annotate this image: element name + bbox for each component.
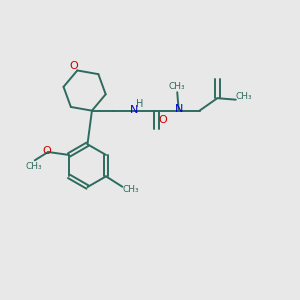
Text: CH₃: CH₃ xyxy=(122,185,139,194)
Text: O: O xyxy=(42,146,51,156)
Text: CH₃: CH₃ xyxy=(169,82,185,91)
Text: O: O xyxy=(69,61,78,71)
Text: CH₃: CH₃ xyxy=(236,92,252,100)
Text: N: N xyxy=(175,104,183,114)
Text: H: H xyxy=(136,99,143,109)
Text: N: N xyxy=(130,105,138,115)
Text: CH₃: CH₃ xyxy=(26,162,42,171)
Text: O: O xyxy=(159,115,167,125)
